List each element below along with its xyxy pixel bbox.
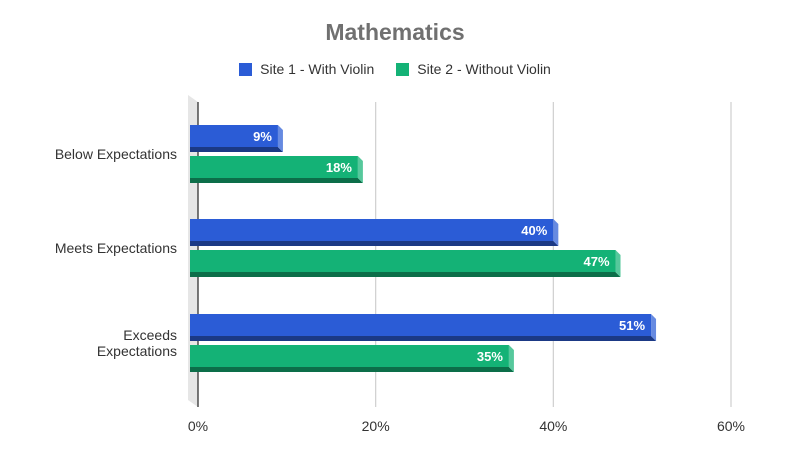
- bar-end-face: [615, 250, 621, 277]
- bar-end-face: [277, 125, 283, 152]
- x-tick-label: 60%: [717, 418, 745, 434]
- data-label: 9%: [253, 129, 272, 144]
- data-label: 47%: [583, 254, 609, 269]
- legend-label-site-1: Site 1 - With Violin: [260, 61, 375, 77]
- bar: [190, 156, 358, 178]
- bar-bottom-face: [190, 178, 363, 183]
- bar-bottom-face: [190, 367, 514, 372]
- legend-swatch-site-1: [239, 62, 253, 76]
- legend-swatch-site-2: [396, 62, 410, 76]
- bar: [190, 219, 554, 241]
- bar-bottom-face: [190, 336, 657, 341]
- x-tick-label: 0%: [188, 418, 208, 434]
- bar-bottom-face: [190, 147, 283, 152]
- bar-bottom-face: [190, 272, 621, 277]
- chart-title: Mathematics: [325, 19, 465, 45]
- category-label: Exceeds: [123, 327, 177, 343]
- category-label: Below Expectations: [55, 146, 177, 162]
- data-label: 40%: [521, 223, 547, 238]
- legend-item-site-2: Site 2 - Without Violin: [396, 61, 551, 77]
- data-label: 51%: [619, 318, 645, 333]
- bar: [190, 250, 616, 272]
- category-label: Expectations: [97, 343, 177, 359]
- legend-item-site-1: Site 1 - With Violin: [239, 61, 374, 77]
- x-tick-label: 20%: [362, 418, 390, 434]
- category-label: Meets Expectations: [55, 240, 177, 256]
- bar-end-face: [651, 314, 657, 341]
- data-label: 18%: [326, 160, 352, 175]
- legend-label-site-2: Site 2 - Without Violin: [417, 61, 551, 77]
- bar: [190, 314, 652, 336]
- bar-end-face: [553, 219, 559, 246]
- legend: Site 1 - With Violin Site 2 - Without Vi…: [0, 61, 790, 77]
- bar-end-face: [508, 345, 514, 372]
- bar: [190, 345, 509, 367]
- bar: [190, 125, 278, 147]
- data-label: 35%: [477, 349, 503, 364]
- x-tick-label: 40%: [539, 418, 567, 434]
- bar-bottom-face: [190, 241, 559, 246]
- bar-end-face: [357, 156, 363, 183]
